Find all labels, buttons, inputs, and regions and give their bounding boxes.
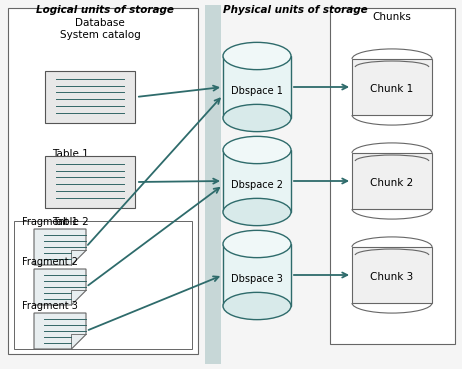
Polygon shape — [34, 269, 86, 305]
Ellipse shape — [223, 137, 291, 163]
Text: Table 2: Table 2 — [52, 217, 88, 227]
Bar — [45, 156, 135, 208]
Text: Physical units of storage: Physical units of storage — [223, 5, 367, 15]
Polygon shape — [34, 313, 86, 349]
Text: Fragment 2: Fragment 2 — [22, 257, 78, 267]
Bar — [223, 244, 291, 306]
Bar — [330, 8, 455, 344]
Text: Chunk 3: Chunk 3 — [371, 272, 413, 282]
Text: Chunk 1: Chunk 1 — [371, 84, 413, 94]
Text: Fragment 1: Fragment 1 — [22, 217, 78, 227]
Text: Dbspace 3: Dbspace 3 — [231, 274, 283, 284]
Bar — [223, 150, 291, 212]
Text: Fragment 3: Fragment 3 — [22, 301, 78, 311]
Text: Chunk 2: Chunk 2 — [371, 178, 413, 188]
Ellipse shape — [223, 104, 291, 132]
Bar — [352, 247, 432, 303]
Ellipse shape — [223, 199, 291, 225]
Ellipse shape — [223, 42, 291, 70]
Bar — [352, 59, 432, 115]
Ellipse shape — [223, 292, 291, 320]
Text: Chunks: Chunks — [372, 12, 412, 22]
Bar — [352, 153, 432, 209]
Ellipse shape — [223, 230, 291, 258]
Bar — [45, 71, 135, 123]
Text: Logical units of storage: Logical units of storage — [36, 5, 174, 15]
Bar — [8, 8, 198, 354]
Bar — [205, 5, 221, 364]
Polygon shape — [34, 229, 86, 265]
Text: Dbspace 2: Dbspace 2 — [231, 180, 283, 190]
Text: Dbspace 1: Dbspace 1 — [231, 86, 283, 96]
Text: Database
System catalog: Database System catalog — [60, 18, 140, 39]
Bar — [223, 56, 291, 118]
Bar — [14, 221, 192, 349]
Text: Table 1: Table 1 — [52, 149, 88, 159]
